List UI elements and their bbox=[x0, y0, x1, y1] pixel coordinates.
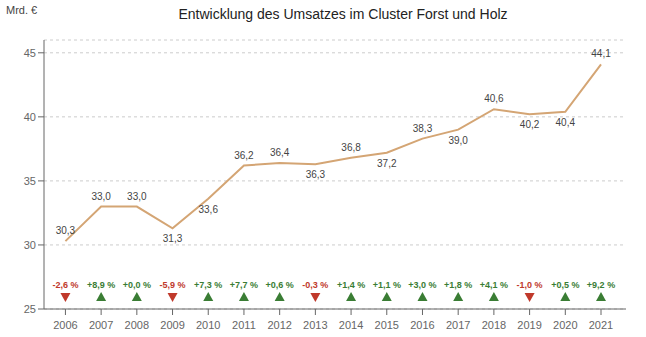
svg-text:2015: 2015 bbox=[375, 319, 399, 331]
svg-text:33,0: 33,0 bbox=[91, 191, 111, 202]
svg-text:45: 45 bbox=[24, 47, 36, 59]
svg-text:2018: 2018 bbox=[482, 319, 506, 331]
svg-text:40,4: 40,4 bbox=[556, 117, 576, 128]
svg-text:+1,1 %: +1,1 % bbox=[373, 280, 401, 290]
svg-text:2017: 2017 bbox=[446, 319, 470, 331]
svg-text:2011: 2011 bbox=[232, 319, 256, 331]
svg-text:35: 35 bbox=[24, 175, 36, 187]
svg-text:2009: 2009 bbox=[160, 319, 184, 331]
svg-text:+8,9 %: +8,9 % bbox=[87, 280, 115, 290]
svg-text:40,2: 40,2 bbox=[520, 119, 540, 130]
svg-text:2016: 2016 bbox=[410, 319, 434, 331]
svg-text:-2,6 %: -2,6 % bbox=[52, 280, 78, 290]
svg-text:36,3: 36,3 bbox=[306, 169, 326, 180]
svg-text:+0,5 %: +0,5 % bbox=[551, 280, 579, 290]
svg-text:-1,0 %: -1,0 % bbox=[517, 280, 543, 290]
svg-text:+3,0 %: +3,0 % bbox=[408, 280, 436, 290]
svg-text:44,1: 44,1 bbox=[591, 48, 611, 59]
svg-text:30,3: 30,3 bbox=[56, 225, 76, 236]
svg-text:2008: 2008 bbox=[125, 319, 149, 331]
svg-text:-0,3 %: -0,3 % bbox=[302, 280, 328, 290]
svg-text:40: 40 bbox=[24, 111, 36, 123]
svg-text:2014: 2014 bbox=[339, 319, 363, 331]
svg-text:2006: 2006 bbox=[53, 319, 77, 331]
svg-text:+1,4 %: +1,4 % bbox=[337, 280, 365, 290]
svg-text:2013: 2013 bbox=[303, 319, 327, 331]
svg-text:39,0: 39,0 bbox=[448, 135, 468, 146]
svg-text:38,3: 38,3 bbox=[413, 123, 433, 134]
svg-text:30: 30 bbox=[24, 239, 36, 251]
svg-text:+0,6 %: +0,6 % bbox=[266, 280, 294, 290]
html-text:Mrd. €: Mrd. € bbox=[6, 4, 38, 16]
svg-text:2012: 2012 bbox=[267, 319, 291, 331]
svg-text:36,2: 36,2 bbox=[234, 150, 254, 161]
html-text:Entwicklung des Umsatzes im Cl: Entwicklung des Umsatzes im Cluster Fors… bbox=[178, 6, 508, 22]
svg-text:2021: 2021 bbox=[589, 319, 613, 331]
svg-text:2010: 2010 bbox=[196, 319, 220, 331]
svg-text:2007: 2007 bbox=[89, 319, 113, 331]
svg-text:+1,8 %: +1,8 % bbox=[444, 280, 472, 290]
svg-text:2020: 2020 bbox=[553, 319, 577, 331]
svg-text:+0,0 %: +0,0 % bbox=[123, 280, 151, 290]
svg-text:40,6: 40,6 bbox=[484, 93, 504, 104]
svg-text:+4,1 %: +4,1 % bbox=[480, 280, 508, 290]
svg-text:-5,9 %: -5,9 % bbox=[160, 280, 186, 290]
svg-text:2019: 2019 bbox=[517, 319, 541, 331]
svg-text:36,8: 36,8 bbox=[341, 142, 361, 153]
svg-text:+9,2 %: +9,2 % bbox=[587, 280, 615, 290]
svg-text:31,3: 31,3 bbox=[163, 233, 183, 244]
svg-text:36,4: 36,4 bbox=[270, 147, 290, 158]
svg-text:+7,3 %: +7,3 % bbox=[194, 280, 222, 290]
svg-text:+7,7 %: +7,7 % bbox=[230, 280, 258, 290]
svg-text:37,2: 37,2 bbox=[377, 158, 397, 169]
svg-text:33,0: 33,0 bbox=[127, 191, 147, 202]
svg-text:25: 25 bbox=[24, 303, 36, 315]
svg-text:33,6: 33,6 bbox=[199, 204, 219, 215]
